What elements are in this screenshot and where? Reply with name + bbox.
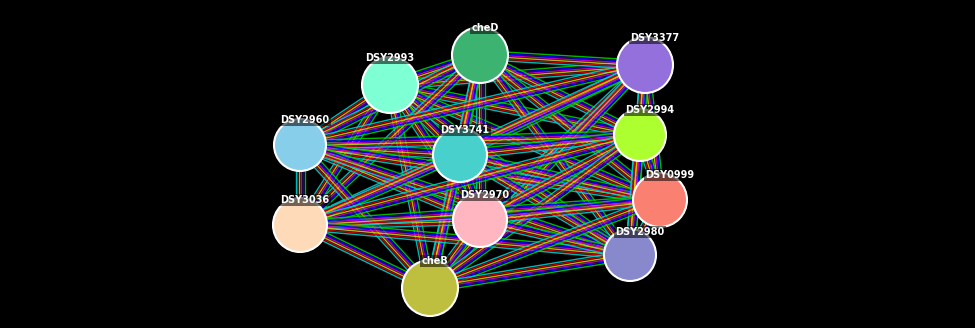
Text: DSY2993: DSY2993 (366, 53, 414, 63)
Circle shape (604, 229, 656, 281)
Circle shape (274, 119, 326, 171)
Circle shape (402, 260, 458, 316)
Text: DSY3377: DSY3377 (631, 33, 680, 43)
Circle shape (452, 27, 508, 83)
Text: DSY3036: DSY3036 (281, 195, 330, 205)
Circle shape (433, 128, 487, 182)
Circle shape (362, 57, 418, 113)
Circle shape (617, 37, 673, 93)
Text: DSY2994: DSY2994 (625, 105, 675, 115)
Circle shape (273, 198, 327, 252)
Text: DSY0999: DSY0999 (645, 170, 694, 180)
Text: DSY3741: DSY3741 (441, 125, 489, 135)
Text: DSY2980: DSY2980 (615, 227, 665, 237)
Text: cheD: cheD (471, 23, 498, 33)
Circle shape (633, 173, 687, 227)
Circle shape (453, 193, 507, 247)
Text: DSY2960: DSY2960 (281, 115, 330, 125)
Text: DSY2970: DSY2970 (460, 190, 510, 200)
Text: cheB: cheB (421, 256, 448, 266)
Circle shape (614, 109, 666, 161)
